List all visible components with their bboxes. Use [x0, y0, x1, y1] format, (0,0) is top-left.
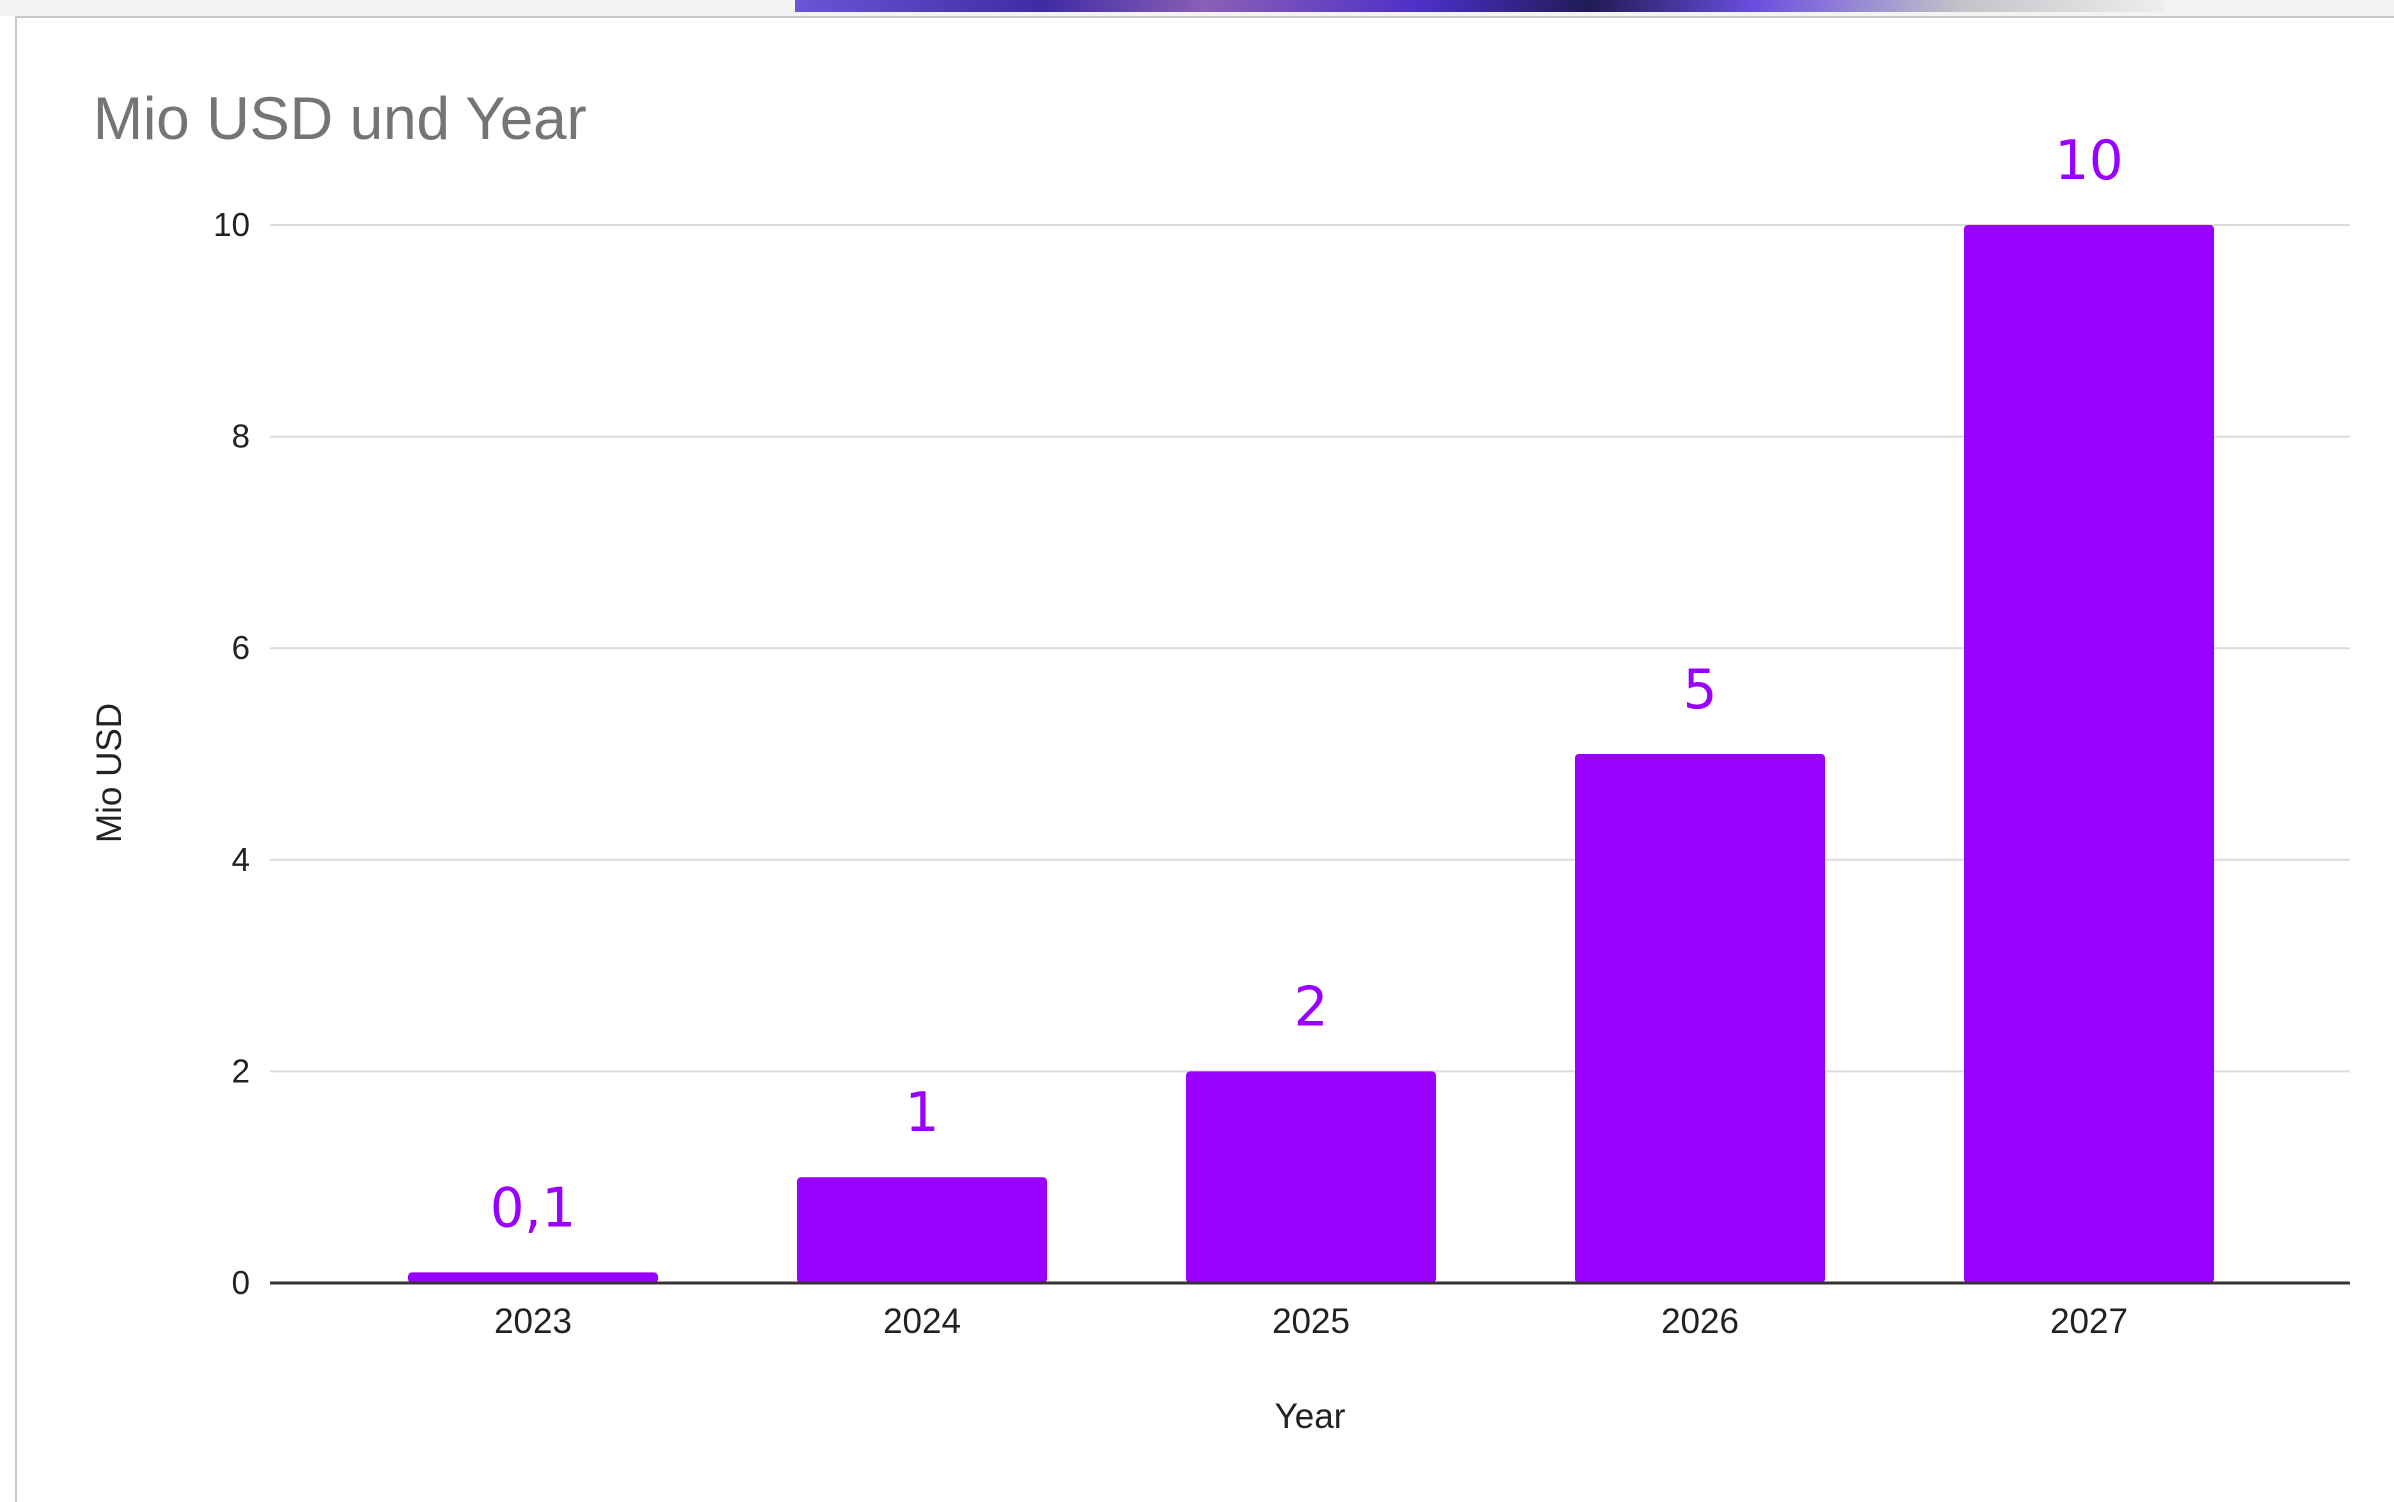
chart-title: Mio USD und Year: [93, 85, 587, 152]
y-tick-label: 4: [232, 841, 250, 878]
bar: [1964, 225, 2214, 1283]
y-axis-title: Mio USD: [90, 703, 129, 843]
data-label: 5: [1683, 658, 1717, 721]
x-tick-label: 2024: [883, 1302, 961, 1341]
labels: 0 2 4 6 8 10 0,1 2023 1 2024 2 2025 5 2026 10 2027 Year M…: [90, 129, 2128, 1436]
data-label: 1: [905, 1081, 939, 1144]
data-label: 10: [2055, 129, 2124, 192]
x-axis-title: Year: [1275, 1397, 1346, 1436]
data-label: 0,1: [490, 1176, 576, 1239]
x-tick-label: 2027: [2050, 1302, 2128, 1341]
y-tick-label: 10: [213, 206, 250, 243]
bar: [1575, 754, 1825, 1283]
cropped-image-strip: [795, 0, 2165, 12]
bar: [1186, 1071, 1436, 1283]
x-tick-label: 2025: [1272, 1302, 1350, 1341]
bars: [408, 225, 2214, 1283]
x-tick-label: 2023: [494, 1302, 572, 1341]
data-label: 2: [1294, 975, 1328, 1038]
bar: [797, 1177, 1047, 1283]
y-tick-label: 0: [232, 1264, 250, 1301]
x-tick-label: 2026: [1661, 1302, 1739, 1341]
y-tick-label: 2: [232, 1052, 250, 1089]
bar: [408, 1272, 658, 1283]
y-tick-label: 6: [232, 629, 250, 666]
y-tick-label: 8: [232, 418, 250, 455]
